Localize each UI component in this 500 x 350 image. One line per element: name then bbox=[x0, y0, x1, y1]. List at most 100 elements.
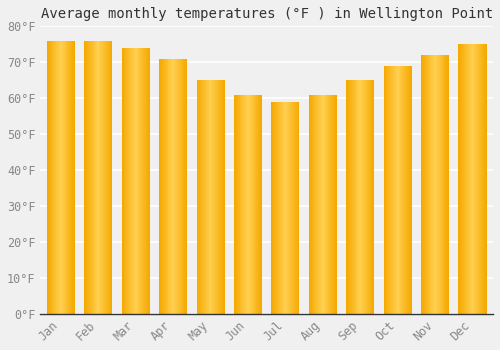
Bar bbox=[289, 102, 290, 314]
Bar bbox=[144, 48, 145, 314]
Bar bbox=[321, 94, 322, 314]
Bar bbox=[354, 80, 356, 314]
Bar bbox=[94, 41, 96, 314]
Bar bbox=[252, 94, 254, 314]
Bar bbox=[202, 80, 203, 314]
Bar bbox=[47, 41, 48, 314]
Bar bbox=[57, 41, 58, 314]
Bar bbox=[214, 80, 215, 314]
Bar bbox=[238, 94, 240, 314]
Bar bbox=[286, 102, 288, 314]
Bar bbox=[404, 66, 405, 314]
Bar bbox=[298, 102, 300, 314]
Bar bbox=[166, 59, 168, 314]
Bar bbox=[410, 66, 412, 314]
Bar bbox=[474, 44, 476, 314]
Bar bbox=[98, 41, 99, 314]
Bar bbox=[482, 44, 483, 314]
Bar bbox=[279, 102, 280, 314]
Title: Average monthly temperatures (°F ) in Wellington Point: Average monthly temperatures (°F ) in We… bbox=[40, 7, 493, 21]
Bar bbox=[220, 80, 221, 314]
Bar bbox=[362, 80, 363, 314]
Bar bbox=[96, 41, 98, 314]
Bar bbox=[256, 94, 258, 314]
Bar bbox=[282, 102, 284, 314]
Bar bbox=[90, 41, 91, 314]
Bar bbox=[206, 80, 207, 314]
Bar bbox=[386, 66, 388, 314]
Bar bbox=[204, 80, 205, 314]
Bar bbox=[258, 94, 259, 314]
Bar bbox=[146, 48, 147, 314]
Bar bbox=[294, 102, 296, 314]
Bar bbox=[203, 80, 204, 314]
Bar bbox=[481, 44, 482, 314]
Bar bbox=[134, 48, 135, 314]
Bar bbox=[316, 94, 317, 314]
Bar bbox=[310, 94, 312, 314]
Bar bbox=[147, 48, 148, 314]
Bar bbox=[91, 41, 92, 314]
Bar bbox=[180, 59, 182, 314]
Bar bbox=[319, 94, 320, 314]
Bar bbox=[198, 80, 200, 314]
Bar bbox=[406, 66, 407, 314]
Bar bbox=[280, 102, 281, 314]
Bar bbox=[249, 94, 250, 314]
Bar bbox=[436, 55, 437, 314]
Bar bbox=[477, 44, 478, 314]
Bar bbox=[251, 94, 252, 314]
Bar bbox=[148, 48, 149, 314]
Bar bbox=[326, 94, 328, 314]
Bar bbox=[395, 66, 396, 314]
Bar bbox=[350, 80, 351, 314]
Bar bbox=[58, 41, 59, 314]
Bar bbox=[210, 80, 212, 314]
Bar bbox=[276, 102, 277, 314]
Bar bbox=[260, 94, 261, 314]
Bar bbox=[392, 66, 393, 314]
Bar bbox=[405, 66, 406, 314]
Bar bbox=[92, 41, 94, 314]
Bar bbox=[396, 66, 398, 314]
Bar bbox=[212, 80, 214, 314]
Bar bbox=[372, 80, 374, 314]
Bar bbox=[149, 48, 150, 314]
Bar bbox=[428, 55, 430, 314]
Bar bbox=[102, 41, 103, 314]
Bar bbox=[334, 94, 335, 314]
Bar bbox=[100, 41, 101, 314]
Bar bbox=[132, 48, 133, 314]
Bar bbox=[175, 59, 176, 314]
Bar bbox=[388, 66, 389, 314]
Bar bbox=[216, 80, 217, 314]
Bar bbox=[433, 55, 434, 314]
Bar bbox=[73, 41, 74, 314]
Bar bbox=[201, 80, 202, 314]
Bar bbox=[178, 59, 180, 314]
Bar bbox=[160, 59, 161, 314]
Bar bbox=[205, 80, 206, 314]
Bar bbox=[163, 59, 164, 314]
Bar bbox=[384, 66, 386, 314]
Bar bbox=[277, 102, 278, 314]
Bar bbox=[208, 80, 210, 314]
Bar bbox=[52, 41, 54, 314]
Bar bbox=[246, 94, 247, 314]
Bar bbox=[470, 44, 472, 314]
Bar bbox=[136, 48, 138, 314]
Bar bbox=[446, 55, 447, 314]
Bar bbox=[110, 41, 112, 314]
Bar bbox=[61, 41, 62, 314]
Bar bbox=[391, 66, 392, 314]
Bar bbox=[460, 44, 462, 314]
Bar bbox=[105, 41, 106, 314]
Bar bbox=[184, 59, 186, 314]
Bar bbox=[484, 44, 486, 314]
Bar bbox=[56, 41, 57, 314]
Bar bbox=[221, 80, 222, 314]
Bar bbox=[468, 44, 469, 314]
Bar bbox=[64, 41, 66, 314]
Bar bbox=[145, 48, 146, 314]
Bar bbox=[367, 80, 368, 314]
